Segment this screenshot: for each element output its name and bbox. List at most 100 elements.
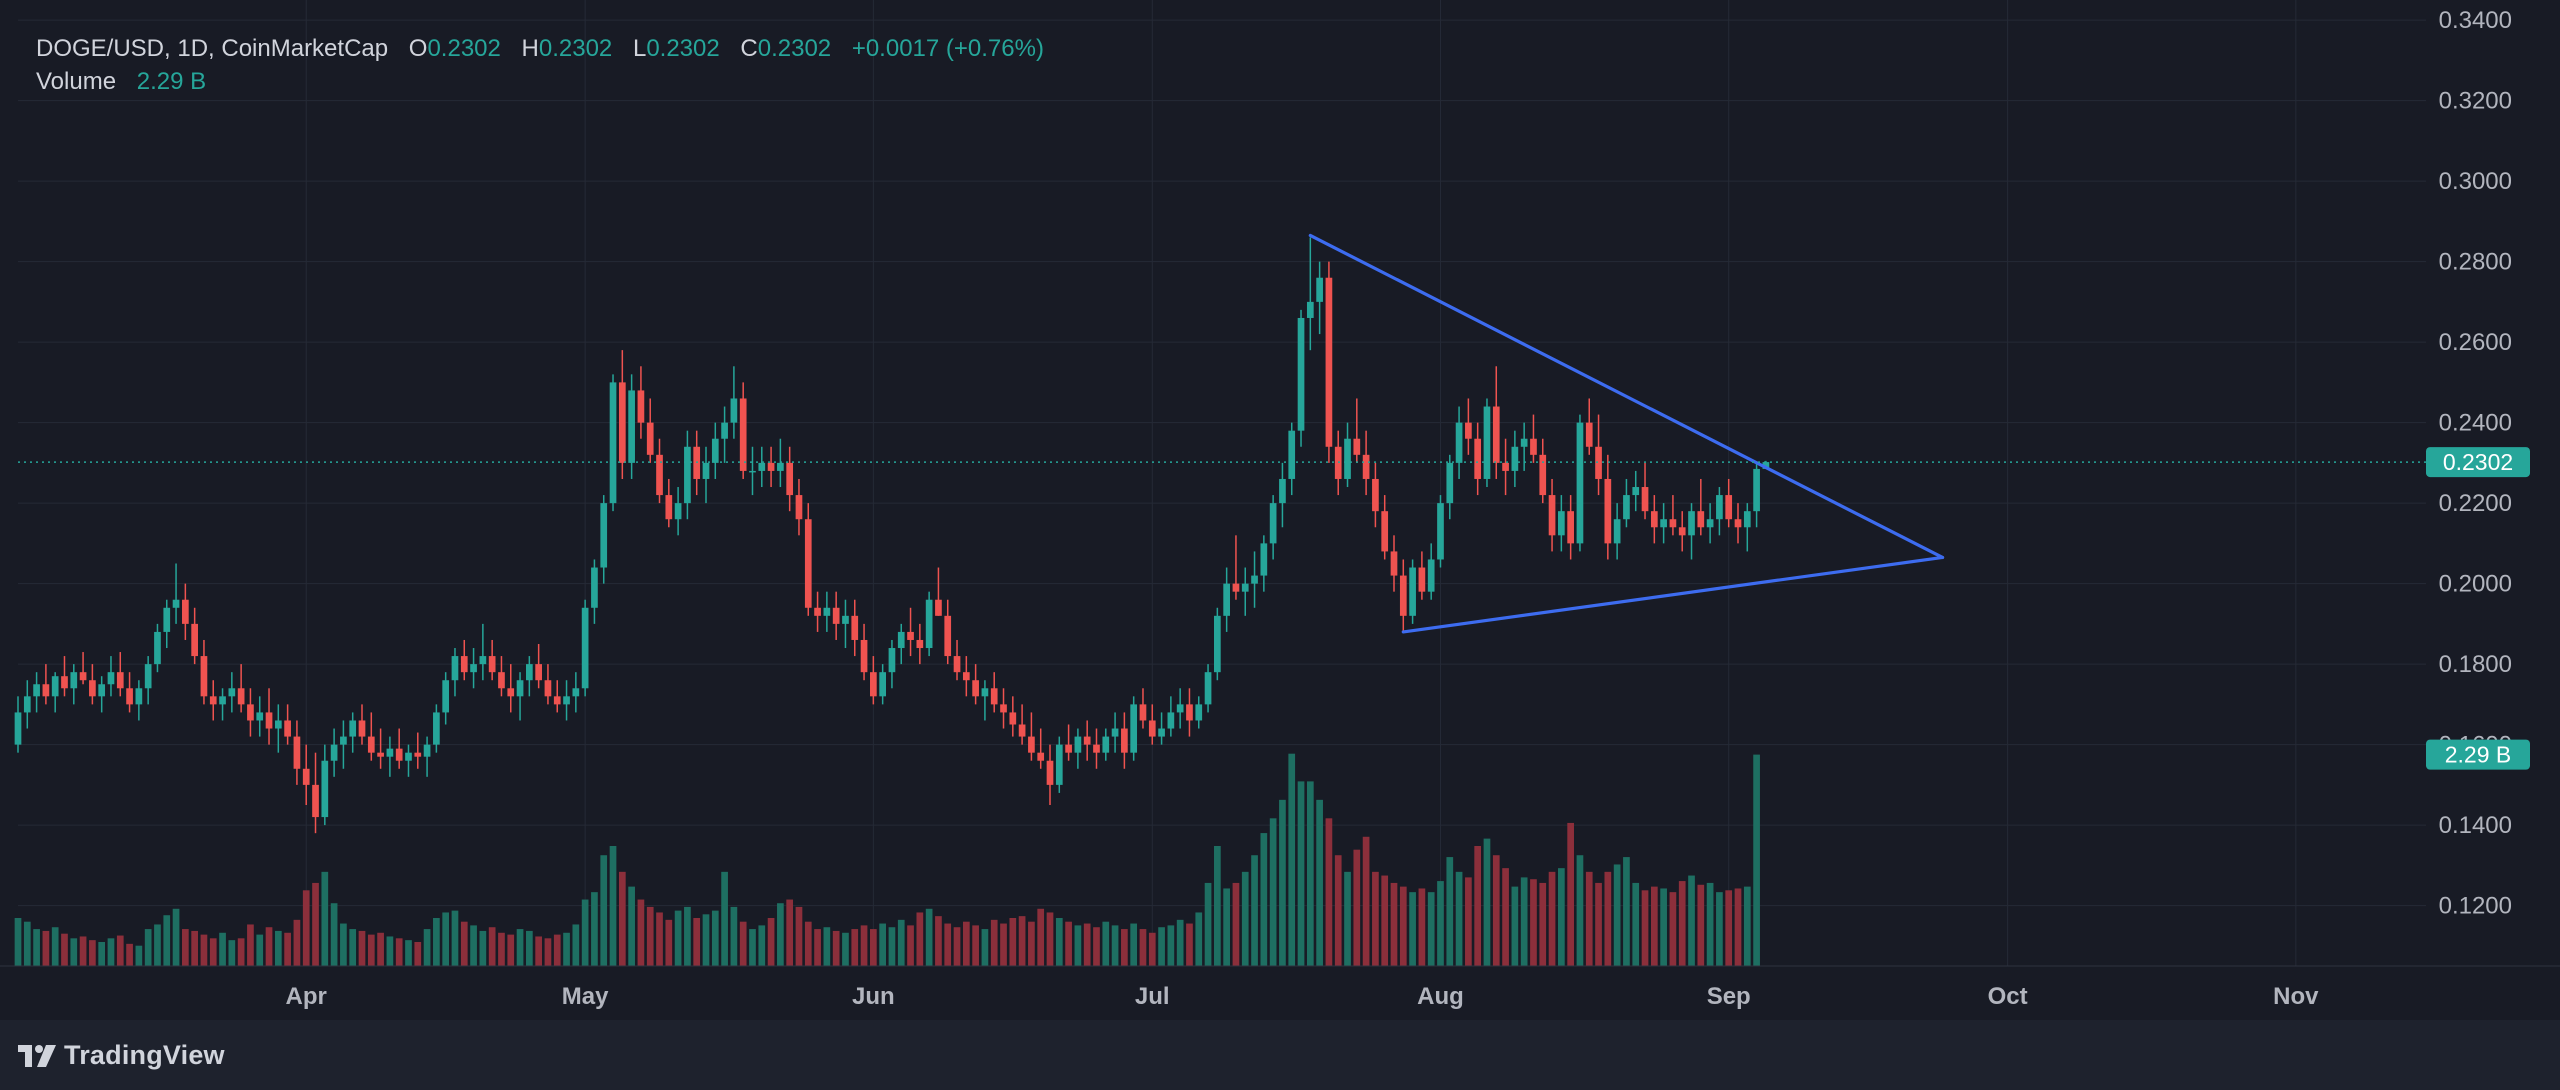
candle-body xyxy=(451,656,459,681)
candle-body xyxy=(1306,301,1314,318)
symbol-title[interactable]: DOGE/USD, 1D, CoinMarketCap xyxy=(36,35,389,62)
candle-body xyxy=(302,768,310,785)
candle-body xyxy=(1167,712,1175,729)
candle-body xyxy=(851,615,859,640)
volume-bar xyxy=(33,929,40,966)
volume-bar xyxy=(1678,881,1686,966)
volume-bar xyxy=(154,924,161,966)
volume-bar xyxy=(405,940,412,966)
candle-body xyxy=(1716,495,1723,520)
candle-body xyxy=(591,567,598,608)
volume-bar xyxy=(693,918,701,966)
x-tick-label: Apr xyxy=(286,983,327,1010)
volume-bar xyxy=(349,929,357,966)
last-price-tag xyxy=(2426,447,2530,478)
volume-bar xyxy=(870,929,877,966)
candle-body xyxy=(1409,567,1416,616)
candle-body xyxy=(1539,454,1547,496)
candle-body xyxy=(182,599,189,624)
volume-bar xyxy=(665,919,673,966)
candle-body xyxy=(340,736,347,745)
volume-bar xyxy=(247,924,254,966)
candlesticks xyxy=(14,237,1770,834)
candle-body xyxy=(581,607,589,689)
grid xyxy=(18,0,2426,966)
candle-body xyxy=(739,398,747,471)
volume-bar xyxy=(767,918,775,966)
volume-bar xyxy=(163,915,171,966)
candle-body xyxy=(460,656,468,673)
volume-bar xyxy=(1288,753,1296,966)
tradingview-logo[interactable]: TradingView xyxy=(18,1040,225,1071)
volume-bar xyxy=(553,934,561,966)
candle-body xyxy=(1121,728,1128,753)
y-tick-label: 0.2600 xyxy=(2439,329,2512,356)
volume-legend[interactable]: Volume 2.29 B xyxy=(36,68,206,96)
volume-bar xyxy=(1325,818,1333,966)
volume-bar xyxy=(321,871,329,966)
volume-bar xyxy=(516,929,524,966)
candle-body xyxy=(535,664,542,681)
candle-body xyxy=(1009,712,1017,725)
volume-bar xyxy=(442,912,450,966)
volume-bars xyxy=(14,753,1760,966)
volume-bar xyxy=(1567,822,1574,966)
volume-bar xyxy=(1492,855,1500,966)
volume-bar xyxy=(758,925,766,966)
volume-bar xyxy=(609,846,617,966)
volume-bar xyxy=(265,927,273,966)
volume-bar xyxy=(312,882,319,966)
volume-bar xyxy=(200,934,208,966)
candle-body xyxy=(293,736,301,769)
price-chart[interactable]: 0.12000.14000.16000.18000.20000.22000.24… xyxy=(0,0,2560,1020)
candle-body xyxy=(433,712,440,745)
candle-body xyxy=(656,454,663,496)
volume-bar xyxy=(451,910,459,966)
candle-body xyxy=(1102,736,1110,753)
candle-body xyxy=(274,720,282,729)
candle-body xyxy=(916,639,924,649)
candle-body xyxy=(89,680,96,697)
volume-bar xyxy=(182,929,189,966)
chart-area[interactable]: 0.12000.14000.16000.18000.20000.22000.24… xyxy=(0,0,2560,1020)
volume-bar xyxy=(721,871,728,966)
volume-bar xyxy=(191,930,198,966)
volume-bar xyxy=(526,930,533,966)
candle-body xyxy=(795,495,803,520)
volume-bar xyxy=(804,921,812,966)
candle-body xyxy=(544,680,552,697)
low-label: L xyxy=(632,35,647,62)
candle-body xyxy=(665,495,673,520)
candle-body xyxy=(507,688,515,697)
candle-body xyxy=(1232,583,1240,592)
candle-body xyxy=(1325,277,1333,447)
candle-body xyxy=(135,688,143,705)
volume-bar xyxy=(1753,754,1760,966)
volume-bar xyxy=(702,914,710,966)
volume-bar xyxy=(1381,875,1389,966)
y-tick-label: 0.2400 xyxy=(2439,410,2512,437)
candle-body xyxy=(767,462,775,471)
triangle-pattern[interactable] xyxy=(1308,233,1945,634)
candle-body xyxy=(711,438,719,463)
low-value: 0.2302 xyxy=(646,35,720,62)
candle-body xyxy=(1446,462,1454,504)
volume-bar xyxy=(1344,871,1351,966)
volume-bar xyxy=(823,927,831,966)
volume-bar xyxy=(1558,868,1565,966)
volume-bar xyxy=(433,918,440,966)
candle-body xyxy=(126,688,133,705)
candle-body xyxy=(637,390,645,423)
volume-bar xyxy=(1743,886,1751,966)
candle-body xyxy=(972,680,979,697)
candle-body xyxy=(1613,519,1621,544)
volume-bar xyxy=(786,899,794,966)
candle-body xyxy=(1195,704,1203,721)
candle-body xyxy=(935,599,942,616)
y-tick-label: 0.1200 xyxy=(2439,893,2512,920)
candle-body xyxy=(860,639,868,673)
volume-bar xyxy=(1716,892,1723,966)
candle-body xyxy=(70,672,78,689)
volume-bar xyxy=(107,938,115,966)
candle-body xyxy=(488,656,496,673)
